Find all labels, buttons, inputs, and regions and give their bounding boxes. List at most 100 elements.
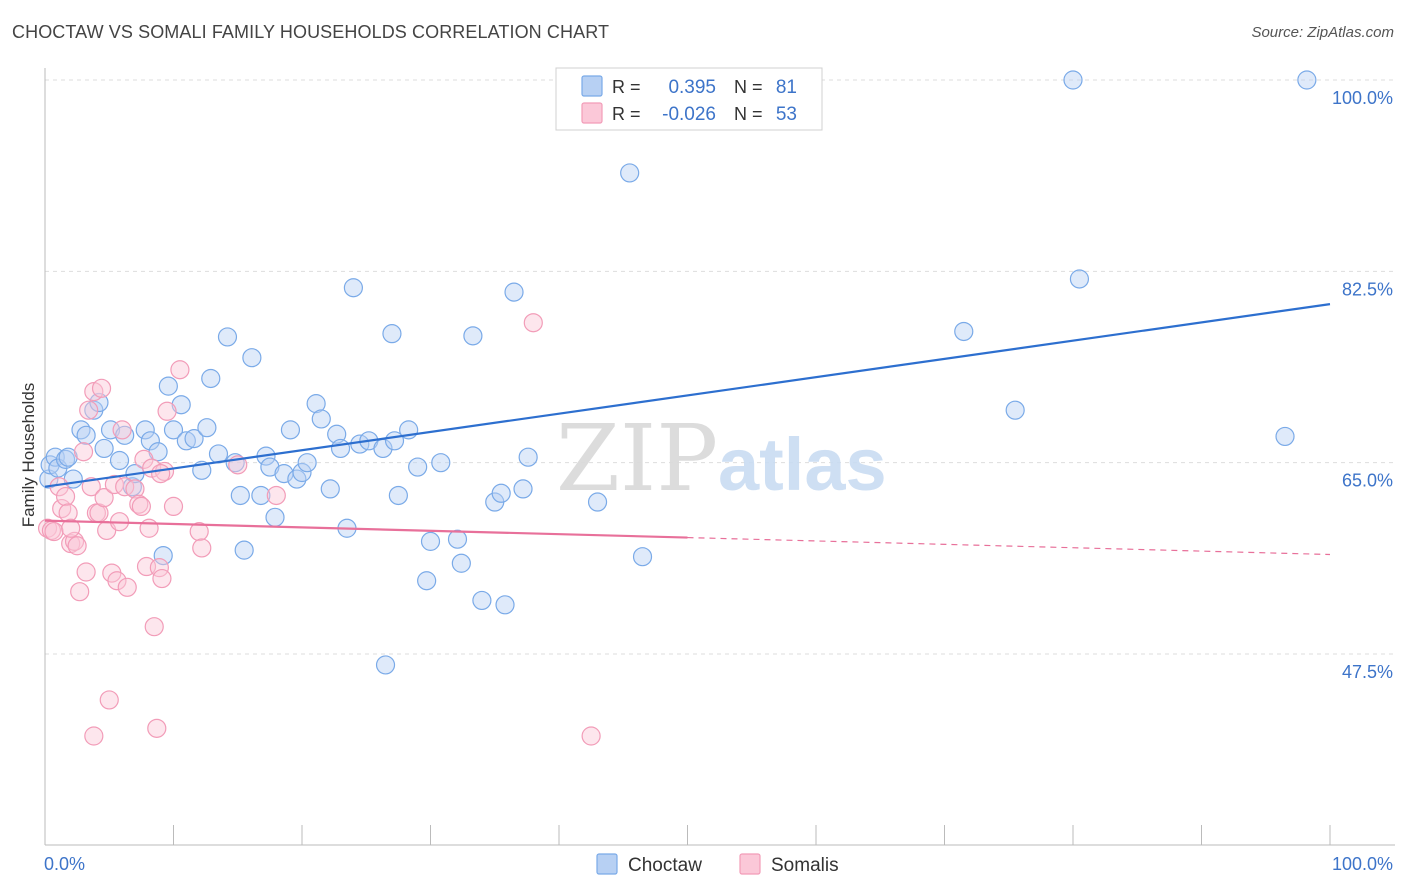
choctaw-point xyxy=(135,420,155,440)
bottom-legend-swatch-choctaw xyxy=(596,853,618,875)
somalis-point xyxy=(94,488,114,508)
choctaw-point xyxy=(306,394,326,414)
legend-r-label-somalis: R = xyxy=(612,104,641,124)
choctaw-point xyxy=(1005,400,1025,420)
legend-swatch-somalis xyxy=(581,102,603,124)
somalis-point xyxy=(112,420,132,440)
choctaw-point xyxy=(518,447,538,467)
choctaw-point xyxy=(463,326,483,346)
somalis-point xyxy=(266,485,286,506)
choctaw-point xyxy=(287,469,307,489)
bottom-legend-label-somalis: Somalis xyxy=(771,855,839,876)
somalis-point xyxy=(131,496,151,516)
somalis-point xyxy=(192,538,212,558)
somalis-point xyxy=(144,617,164,637)
choctaw-point xyxy=(513,479,533,499)
choctaw-point xyxy=(495,595,515,615)
choctaw-point xyxy=(330,438,351,459)
x-tick-label-end: 100.0% xyxy=(1332,854,1393,874)
somalis-point xyxy=(147,718,167,738)
legend-n-label-choctaw: N = xyxy=(734,77,763,97)
legend-swatch-choctaw xyxy=(581,75,603,97)
source-credit: Source: ZipAtlas.com xyxy=(1251,24,1394,41)
choctaw-point xyxy=(265,507,285,527)
choctaw-point xyxy=(620,163,640,183)
choctaw-point xyxy=(320,479,340,499)
choctaw-point xyxy=(242,348,262,368)
choctaw-point xyxy=(297,453,317,473)
legend-r-label-choctaw: R = xyxy=(612,77,641,97)
choctaw-point xyxy=(375,655,396,675)
somalis-point xyxy=(61,518,81,538)
somalis-point xyxy=(151,464,171,484)
somalis-point xyxy=(84,726,104,746)
choctaw-point xyxy=(89,392,109,413)
choctaw-point xyxy=(140,431,160,451)
somalis-point xyxy=(91,378,112,398)
somalis-point xyxy=(163,496,184,516)
stats-legend: R = 0.395 N = 81 R = -0.026 N = 53 xyxy=(555,67,823,131)
somalis-point xyxy=(117,577,137,597)
watermark-atlas: atlas xyxy=(718,423,887,506)
choctaw-point xyxy=(408,457,428,477)
choctaw-point xyxy=(447,529,468,549)
choctaw-point xyxy=(1063,70,1083,90)
choctaw-point xyxy=(176,431,196,451)
choctaw-point xyxy=(388,485,408,506)
bottom-legend-swatch-somalis xyxy=(739,853,761,875)
choctaw-point xyxy=(1069,269,1090,289)
tick-labels: 47.5% 65.0% 82.5% 100.0% 0.0% 100.0% xyxy=(44,88,1393,874)
somalis-point xyxy=(84,382,104,402)
somalis-point xyxy=(70,582,90,602)
choctaw-point xyxy=(234,540,254,560)
somalis-point xyxy=(76,562,96,582)
choctaw-point xyxy=(217,327,238,347)
choctaw-point xyxy=(327,424,347,444)
somalis-point xyxy=(73,442,94,462)
bottom-legend-label-choctaw: Choctaw xyxy=(628,855,702,876)
choctaw-point xyxy=(343,278,363,298)
somalis-point xyxy=(79,400,99,420)
choctaw-point xyxy=(55,449,76,469)
axes xyxy=(44,68,1395,846)
legend-n-value-choctaw: 81 xyxy=(776,77,797,98)
choctaw-point xyxy=(417,571,437,591)
somalis-point xyxy=(152,568,172,589)
choctaw-point xyxy=(491,483,511,503)
choctaw-point xyxy=(260,457,280,477)
data-points xyxy=(37,70,1317,746)
choctaw-point xyxy=(311,409,331,429)
choctaw-point xyxy=(153,545,173,566)
choctaw-point xyxy=(420,531,441,551)
trend-lines xyxy=(44,303,1331,556)
somalis-point xyxy=(139,518,159,538)
choctaw-point xyxy=(1297,70,1317,90)
somalis-point xyxy=(107,571,127,591)
choctaw-point xyxy=(94,438,114,459)
choctaw-point xyxy=(158,376,178,396)
choctaw-point xyxy=(109,450,130,471)
somalis-trend-line xyxy=(44,519,688,539)
choctaw-point xyxy=(451,553,471,573)
somalis-point xyxy=(170,360,190,380)
choctaw-point xyxy=(1275,426,1295,447)
series-legend: Choctaw Somalis xyxy=(596,853,839,876)
watermark: ZIP atlas xyxy=(556,405,887,512)
watermark-zip: ZIP xyxy=(556,405,718,512)
choctaw-trend-line xyxy=(44,303,1331,488)
somalis-point xyxy=(81,477,101,497)
somalis-point xyxy=(523,313,543,333)
choctaw-point xyxy=(201,368,221,389)
y-axis-title: Family Households xyxy=(19,383,38,528)
y-tick-label: 47.5% xyxy=(1342,662,1393,682)
legend-r-value-somalis: -0.026 xyxy=(662,104,716,125)
choctaw-point xyxy=(230,485,250,506)
somalis-point xyxy=(44,521,64,542)
y-tick-label: 65.0% xyxy=(1342,471,1393,491)
chart-title: CHOCTAW VS SOMALI FAMILY HOUSEHOLDS CORR… xyxy=(12,22,610,42)
choctaw-point xyxy=(163,420,184,440)
somalis-point xyxy=(67,536,87,556)
choctaw-point xyxy=(504,282,524,302)
choctaw-point xyxy=(100,420,121,440)
